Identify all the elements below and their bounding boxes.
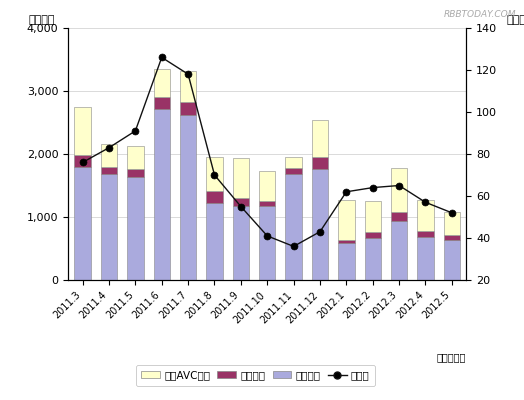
Text: （億円）: （億円） (28, 16, 55, 26)
Bar (365, 232, 381, 238)
Bar (444, 240, 460, 280)
Bar (286, 168, 302, 174)
Bar (259, 201, 276, 206)
Bar (338, 200, 355, 240)
Bar (154, 97, 170, 109)
Bar (74, 107, 91, 155)
Bar (338, 240, 355, 243)
Bar (74, 155, 91, 167)
Bar (365, 238, 381, 280)
Bar (127, 146, 144, 169)
Bar (180, 115, 196, 280)
Bar (206, 192, 223, 202)
Bar (101, 144, 117, 167)
Bar (233, 198, 249, 206)
Bar (391, 221, 407, 280)
Bar (206, 202, 223, 280)
Bar (154, 69, 170, 97)
Bar (417, 200, 434, 230)
Bar (417, 230, 434, 236)
Bar (391, 212, 407, 221)
Bar (74, 167, 91, 280)
Bar (101, 167, 117, 174)
Bar (180, 71, 196, 102)
Text: RBBTODAY.COM: RBBTODAY.COM (444, 10, 516, 19)
Bar (312, 157, 328, 169)
Bar (312, 120, 328, 157)
Bar (127, 169, 144, 177)
Text: （年・月）: （年・月） (437, 352, 466, 362)
Bar (180, 102, 196, 115)
Bar (444, 235, 460, 240)
Bar (286, 157, 302, 168)
Bar (233, 158, 249, 198)
Bar (206, 158, 223, 192)
Bar (286, 174, 302, 280)
Text: （％）: （％） (506, 16, 524, 26)
Bar (127, 177, 144, 280)
Bar (417, 236, 434, 280)
Legend: カーAVC機器, 音声機器, 映像機器, 前年比: カーAVC機器, 音声機器, 映像機器, 前年比 (136, 365, 375, 386)
Bar (338, 243, 355, 280)
Bar (233, 206, 249, 280)
Bar (365, 201, 381, 232)
Bar (444, 212, 460, 235)
Bar (312, 169, 328, 280)
Bar (259, 171, 276, 201)
Bar (101, 174, 117, 280)
Bar (154, 109, 170, 280)
Bar (259, 206, 276, 280)
Bar (391, 168, 407, 212)
